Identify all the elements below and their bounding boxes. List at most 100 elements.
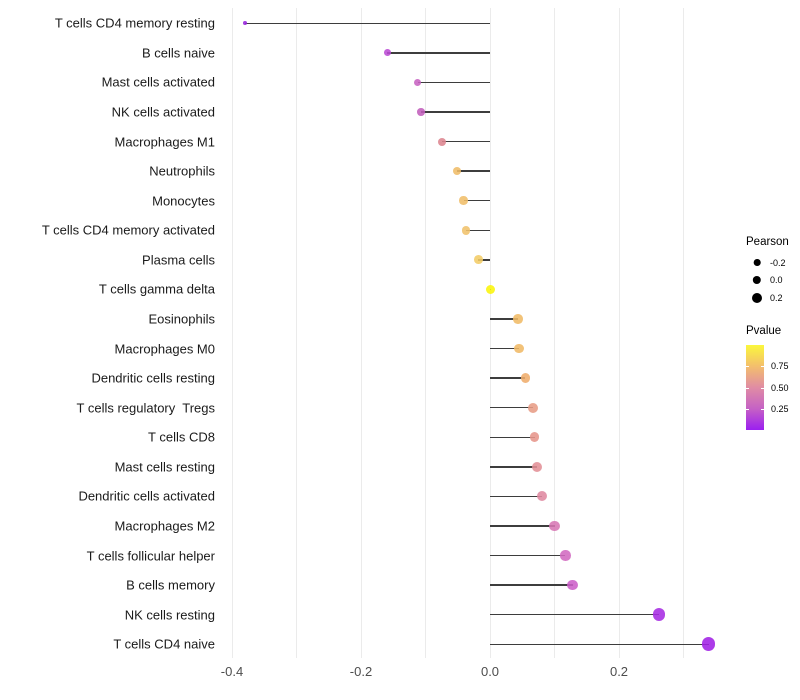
row-label: T cells gamma delta: [98, 281, 215, 297]
pearson-legend-dot: [753, 259, 761, 267]
pvalue-colorbar-label: 0.50: [771, 382, 789, 393]
pearson-legend-dot: [752, 276, 762, 285]
gridline: [296, 8, 297, 658]
lollipop-dot: [537, 491, 548, 502]
pvalue-colorbar-wrap: 0.75 0.50 0.25: [746, 345, 789, 430]
lollipop-dot: [652, 608, 666, 621]
lollipop-dot: [549, 520, 560, 532]
gridline: [683, 8, 684, 658]
lollipop-stick: [490, 554, 566, 557]
pearson-legend-entry: -0.2: [746, 254, 789, 272]
lollipop-dot: [529, 432, 540, 443]
pvalue-legend-title: Pvalue: [746, 325, 782, 337]
row-label: T cells CD4 memory resting: [54, 15, 215, 31]
lollipop-stick: [490, 495, 543, 498]
gridline: [618, 8, 620, 658]
lollipop-stick: [463, 200, 490, 202]
row-label: Dendritic cells resting: [91, 370, 215, 386]
lollipop-dot: [452, 166, 462, 176]
gridline: [360, 8, 362, 658]
row-label: Neutrophils: [149, 163, 215, 179]
lollipop-stick: [478, 259, 490, 261]
pearson-legend-entry: 0.0: [746, 272, 789, 290]
row-label: Eosinophils: [148, 311, 216, 327]
lollipop-dot: [242, 21, 247, 26]
row-label: T cells regulatory Tregs: [76, 400, 215, 416]
x-axis-tick-label: 0.2: [609, 664, 629, 679]
pearson-legend-title: Pearson: [746, 236, 789, 248]
row-label: Macrophages M0: [114, 341, 215, 357]
lollipop-stick: [490, 584, 573, 586]
pvalue-colorbar-tick: [761, 408, 764, 410]
pvalue-colorbar-label: 0.75: [771, 361, 789, 372]
lollipop-dot: [567, 579, 578, 591]
row-label: Mast cells resting: [114, 459, 215, 475]
row-label: Monocytes: [152, 193, 215, 209]
pearson-legend-label: 0.0: [770, 275, 783, 286]
pvalue-colorbar: [746, 345, 764, 430]
row-label: B cells memory: [126, 577, 215, 593]
lollipop-dot: [461, 226, 471, 235]
lollipop-dot: [417, 108, 425, 116]
row-label: Macrophages M2: [114, 518, 215, 534]
pearson-legend-label: -0.2: [770, 257, 786, 268]
row-label: NK cells resting: [124, 607, 215, 623]
row-label: Dendritic cells activated: [78, 488, 215, 504]
lollipop-dot: [512, 314, 523, 324]
lollipop-dot: [384, 49, 391, 57]
lollipop-stick: [490, 407, 533, 409]
lollipop-stick: [490, 643, 709, 645]
pvalue-colorbar-tick: [761, 366, 764, 368]
lollipop-dot: [527, 402, 538, 413]
pvalue-colorbar-tick: [746, 408, 749, 410]
pearson-legend-entry: 0.2: [746, 289, 789, 307]
row-label: T cells CD4 memory activated: [41, 222, 215, 238]
lollipop-dot: [437, 137, 446, 146]
lollipop-stick: [387, 52, 490, 54]
lollipop-dot: [701, 637, 716, 652]
lollipop-stick: [490, 347, 520, 350]
pearson-legend-entries: -0.2 0.0 0.2: [746, 254, 789, 307]
lollipop-stick: [490, 318, 518, 320]
pvalue-colorbar-tick: [746, 387, 749, 389]
row-label: Mast cells activated: [101, 74, 215, 90]
row-label: T cells CD4 naive: [113, 636, 215, 652]
gridline: [231, 8, 233, 658]
lollipop-stick: [490, 436, 535, 438]
row-label: Macrophages M1: [114, 134, 215, 150]
x-axis-tick-label: -0.2: [349, 664, 373, 679]
lollipop-stick: [457, 170, 490, 172]
lollipop-stick: [466, 229, 490, 231]
pvalue-color-legend: Pvalue 0.75 0.50 0.25: [746, 325, 789, 430]
pvalue-colorbar-tick: [761, 387, 764, 389]
gridline: [425, 8, 426, 658]
pearson-size-legend: Pearson -0.2 0.0 0.2: [746, 236, 789, 307]
lollipop-stick: [417, 81, 490, 84]
lollipop-dot: [414, 78, 422, 87]
lollipop-stick: [490, 466, 538, 468]
lollipop-stick: [490, 377, 526, 379]
x-axis-tick-label: 0.0: [480, 664, 500, 679]
row-label: Plasma cells: [142, 252, 215, 268]
lollipop-stick: [490, 614, 659, 616]
pvalue-colorbar-label: 0.25: [771, 403, 789, 414]
lollipop-dot: [459, 196, 468, 205]
lollipop-dot: [532, 461, 543, 472]
lollipop-dot: [486, 284, 496, 294]
row-label: NK cells activated: [111, 104, 215, 120]
lollipop-dot: [520, 373, 531, 383]
pvalue-colorbar-tick: [746, 366, 749, 368]
lollipop-dot: [474, 255, 483, 265]
lollipop-stick: [441, 140, 490, 143]
row-label: T cells CD8: [148, 429, 215, 445]
lollipop-stick: [490, 525, 555, 527]
gridline: [489, 8, 491, 658]
lollipop-stick: [244, 22, 490, 24]
lollipop-stick: [420, 111, 490, 113]
pearson-legend-dot: [752, 292, 762, 303]
lollipop-dot: [560, 550, 571, 561]
pearson-legend-label: 0.2: [770, 292, 783, 303]
x-axis-tick-label: -0.4: [220, 664, 244, 679]
row-label: B cells naive: [142, 45, 215, 61]
